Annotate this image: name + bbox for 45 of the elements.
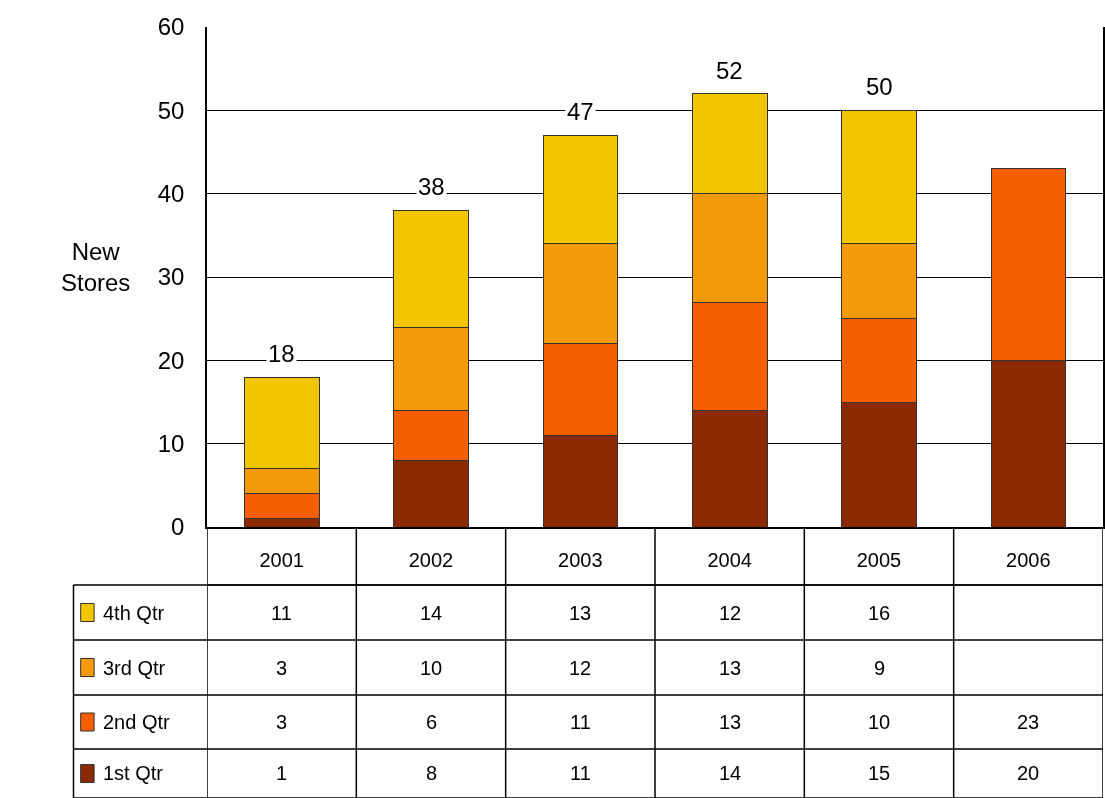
data-label: 3 <box>276 711 288 733</box>
data-label: 8 <box>426 762 438 784</box>
data-label: 10 <box>868 711 891 733</box>
x-tick-label: 2006 <box>1006 548 1051 571</box>
data-label: 6 <box>426 711 438 733</box>
y-tick-label: 10 <box>157 430 185 458</box>
data-label: 11 <box>271 602 292 624</box>
legend-label: 4th Qtr <box>103 602 165 624</box>
y-tick-label: 50 <box>157 96 185 124</box>
total-label: 47 <box>567 98 594 125</box>
y-tick-label: 30 <box>157 263 185 291</box>
data-label: 11 <box>570 711 591 733</box>
x-tick-label: 2001 <box>259 548 304 571</box>
total-label: 38 <box>418 173 445 200</box>
total-label: 50 <box>866 73 893 100</box>
data-label: 11 <box>570 762 591 784</box>
total-label: 18 <box>268 340 295 367</box>
x-tick-label: 2005 <box>856 548 902 571</box>
legend-label: 2nd Qtr <box>103 711 171 733</box>
data-label: 12 <box>569 657 592 679</box>
data-label: 16 <box>868 602 891 624</box>
data-label: 13 <box>719 711 742 733</box>
data-label: 3 <box>276 657 288 679</box>
data-label: 15 <box>868 762 891 784</box>
total-label: 52 <box>716 57 743 84</box>
y-tick-label: 40 <box>157 180 185 208</box>
data-label: 9 <box>874 657 886 679</box>
y-tick-label: 60 <box>157 13 185 41</box>
data-label: 20 <box>1017 762 1040 784</box>
y-tick-label: 20 <box>157 346 185 374</box>
x-tick-label: 2004 <box>707 548 752 571</box>
y-axis-title: New Stores <box>61 238 131 297</box>
data-label: 14 <box>719 762 742 784</box>
data-label: 12 <box>719 602 742 624</box>
data-label: 23 <box>1017 711 1040 733</box>
y-tick-label: 0 <box>171 513 185 541</box>
legend-label: 3rd Qtr <box>103 657 166 679</box>
data-label: 10 <box>420 657 443 679</box>
x-tick-label: 2003 <box>558 548 603 571</box>
legend-label: 1st Qtr <box>103 762 164 784</box>
x-tick-label: 2002 <box>408 548 454 571</box>
data-label: 1 <box>276 762 288 784</box>
data-label: 13 <box>719 657 742 679</box>
data-label: 14 <box>420 602 443 624</box>
data-label: 13 <box>569 602 592 624</box>
